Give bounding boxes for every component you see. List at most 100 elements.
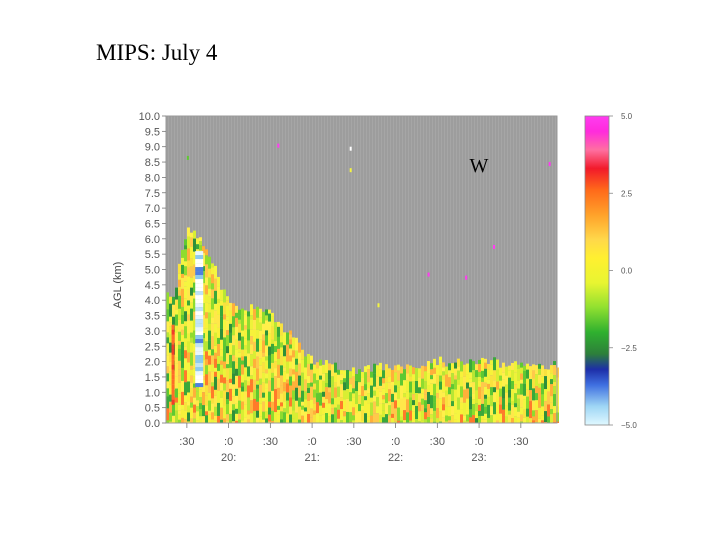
- echo-cell: [214, 323, 217, 333]
- echo-cell: [370, 385, 373, 398]
- echo-cell: [343, 382, 346, 391]
- echo-cell: [205, 385, 208, 396]
- echo-cell: [445, 386, 448, 391]
- echo-cell: [187, 227, 190, 237]
- echo-cell: [193, 343, 196, 352]
- echo-cell: [211, 403, 214, 413]
- echo-cell: [175, 332, 178, 346]
- echo-cell: [382, 410, 385, 418]
- echo-cell: [328, 403, 331, 417]
- echo-cell: [484, 362, 487, 369]
- echo-cell: [439, 375, 442, 382]
- echo-cell: [424, 389, 427, 395]
- echo-cell: [523, 395, 526, 400]
- echo-cell: [199, 397, 202, 404]
- echo-cell: [169, 361, 172, 372]
- echo-cell: [250, 315, 253, 320]
- echo-cell: [178, 360, 181, 370]
- echo-cell: [265, 411, 268, 419]
- echo-cell: [217, 378, 220, 391]
- echo-cell: [181, 323, 184, 330]
- echo-cell: [322, 402, 325, 408]
- echo-cell: [172, 316, 175, 325]
- echo-cell: [454, 389, 457, 401]
- echo-cell: [211, 317, 214, 324]
- echo-cell: [337, 369, 340, 375]
- echo-cell: [286, 373, 289, 380]
- echo-cell: [550, 402, 553, 410]
- y-tick-label: 3.0: [145, 326, 160, 338]
- echo-cell: [223, 350, 226, 362]
- echo-cell: [187, 236, 190, 249]
- x-tick-hour-label: 20:: [221, 452, 236, 464]
- echo-cell: [223, 289, 226, 303]
- echo-cell: [229, 310, 232, 324]
- echo-cell: [430, 408, 433, 415]
- echo-cell: [211, 386, 214, 399]
- echo-cell: [400, 410, 403, 417]
- echo-cell: [271, 353, 274, 363]
- echo-cell: [238, 352, 241, 358]
- echo-cell: [178, 273, 181, 280]
- updraft-cell: [171, 339, 175, 345]
- echo-cell: [502, 362, 505, 373]
- echo-cell: [382, 370, 385, 379]
- echo-cell: [244, 349, 247, 357]
- echo-cell: [274, 421, 277, 423]
- echo-cell: [211, 364, 214, 372]
- echo-cell: [223, 319, 226, 331]
- speckle: [548, 162, 551, 167]
- echo-cell: [184, 281, 187, 287]
- echo-cell: [241, 330, 244, 337]
- echo-cell: [475, 364, 478, 371]
- echo-cell: [271, 410, 274, 421]
- echo-cell: [325, 387, 328, 400]
- echo-cell: [526, 369, 529, 379]
- echo-cell: [376, 406, 379, 414]
- echo-cell: [385, 377, 388, 383]
- echo-cell: [490, 415, 493, 423]
- echo-cell: [166, 321, 169, 333]
- echo-cell: [550, 396, 553, 403]
- echo-cell: [217, 363, 220, 371]
- echo-cell: [265, 388, 268, 401]
- echo-cell: [214, 420, 217, 423]
- echo-cell: [211, 267, 214, 275]
- echo-cell: [376, 376, 379, 389]
- echo-cell: [352, 397, 355, 408]
- echo-cell: [190, 352, 193, 366]
- echo-cell: [382, 388, 385, 396]
- echo-cell: [355, 385, 358, 392]
- downdraft-cell: [195, 359, 204, 364]
- echo-cell: [376, 388, 379, 398]
- echo-cell: [274, 401, 277, 413]
- echo-cell: [187, 333, 190, 342]
- echo-cell: [439, 389, 442, 399]
- echo-cell: [217, 355, 220, 364]
- echo-cell: [205, 365, 208, 375]
- echo-cell: [451, 406, 454, 416]
- echo-cell: [487, 379, 490, 384]
- downdraft-cell: [195, 355, 204, 360]
- echo-cell: [520, 407, 523, 415]
- echo-cell: [256, 356, 259, 369]
- echo-cell: [256, 368, 259, 381]
- echo-cell: [364, 413, 367, 423]
- echo-cell: [466, 363, 469, 375]
- echo-cell: [343, 411, 346, 417]
- echo-cell: [493, 414, 496, 423]
- echo-cell: [280, 347, 283, 357]
- echo-cell: [370, 371, 373, 378]
- downdraft-cell: [195, 351, 204, 356]
- echo-cell: [241, 386, 244, 392]
- echo-cell: [424, 381, 427, 390]
- echo-cell: [463, 415, 466, 421]
- echo-cell: [361, 377, 364, 386]
- echo-cell: [268, 421, 271, 423]
- echo-cell: [235, 362, 238, 369]
- echo-cell: [184, 419, 187, 423]
- echo-cell: [346, 369, 349, 380]
- echo-cell: [193, 418, 196, 423]
- echo-cell: [202, 246, 205, 254]
- echo-cell: [298, 363, 301, 376]
